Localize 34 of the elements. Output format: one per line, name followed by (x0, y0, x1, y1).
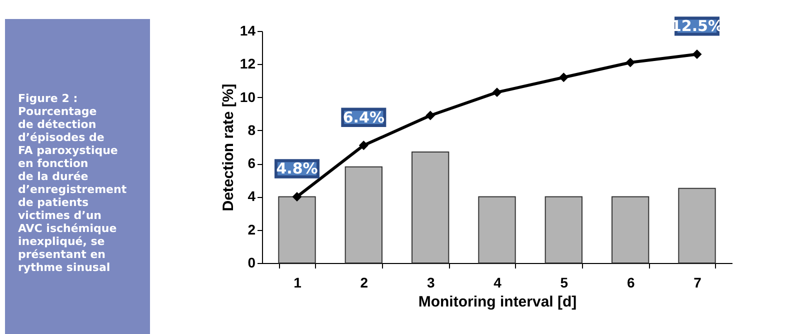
x-tick-label: 4 (494, 274, 502, 290)
x-tick-label: 7 (694, 274, 702, 290)
bar (478, 196, 516, 264)
x-tick-label: 6 (626, 274, 635, 290)
y-tick-label: 10 (240, 88, 256, 105)
y-tick-label: 0 (248, 254, 256, 270)
annotation: 6.4% (342, 108, 384, 126)
annotation: 4.8% (276, 160, 318, 178)
x-tick-label: 2 (360, 274, 368, 290)
bar (612, 196, 650, 264)
bar (344, 166, 382, 264)
point (426, 110, 436, 120)
x-tick-label: 5 (560, 274, 568, 290)
point (292, 192, 302, 202)
point (558, 72, 568, 82)
point (358, 140, 368, 150)
point (492, 88, 502, 98)
y-tick-label: 6 (248, 155, 256, 172)
y-axis-title: Detection rate [%] (220, 84, 237, 212)
text: Figure 2 : Pourcentage de détection d’épisodes de FA paroxystique en fonction de la durée d’enregistrement de patients victimes d’un AVC ischémique inexpliqué, se présentant en rythme sinusal (18, 92, 127, 274)
point (692, 49, 702, 59)
y-tick-label: 14 (240, 22, 256, 38)
y-tick-label: 8 (248, 122, 256, 138)
y-tick-label: 12 (240, 56, 256, 72)
x-axis-title: Monitoring interval [d] (418, 294, 577, 310)
x-tick-label: 3 (426, 274, 435, 290)
bar (278, 196, 316, 264)
x-tick-label: 1 (294, 274, 302, 290)
bar (544, 196, 582, 264)
y-tick-label: 4 (248, 188, 256, 204)
point (626, 58, 636, 68)
y-tick-label: 2 (248, 221, 256, 238)
bar (678, 188, 716, 264)
bar (412, 151, 450, 264)
